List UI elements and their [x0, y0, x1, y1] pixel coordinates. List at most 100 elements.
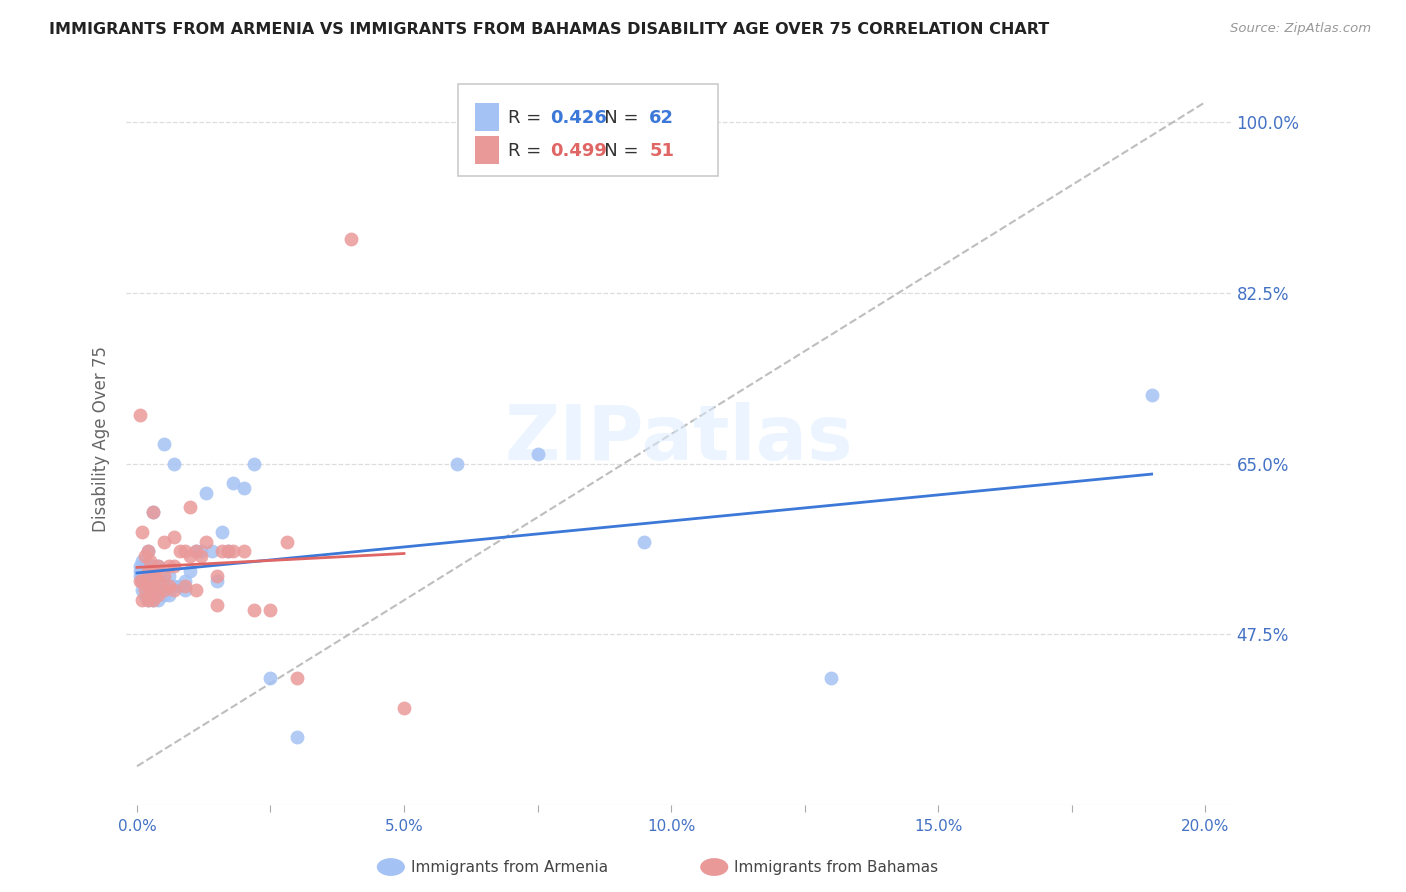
Point [157, 588, 180, 602]
Point [1140, 388, 1163, 402]
Point [142, 559, 165, 574]
Point [163, 457, 186, 471]
Point [526, 447, 548, 461]
Point [142, 574, 165, 588]
Point [136, 544, 159, 558]
Point [820, 671, 842, 685]
Point [157, 579, 180, 593]
Point [131, 569, 153, 583]
Point [211, 524, 233, 539]
Point [136, 564, 159, 578]
Point [136, 579, 159, 593]
Text: R =: R = [508, 110, 547, 128]
Point [131, 593, 153, 607]
Point [184, 583, 207, 598]
Point [142, 588, 165, 602]
Point [339, 232, 361, 246]
Point [259, 603, 281, 617]
Point [205, 598, 228, 612]
Point [152, 569, 174, 583]
Text: 62: 62 [650, 110, 675, 128]
Point [148, 559, 170, 574]
Point [174, 544, 197, 558]
Point [169, 579, 191, 593]
FancyBboxPatch shape [474, 136, 499, 164]
Point [134, 559, 156, 574]
Point [157, 559, 180, 574]
Point [205, 574, 228, 588]
Point [148, 583, 170, 598]
Text: N =: N = [588, 143, 644, 161]
Point [163, 530, 186, 544]
FancyBboxPatch shape [458, 84, 717, 176]
Text: IMMIGRANTS FROM ARMENIA VS IMMIGRANTS FROM BAHAMAS DISABILITY AGE OVER 75 CORREL: IMMIGRANTS FROM ARMENIA VS IMMIGRANTS FR… [49, 22, 1049, 37]
Point [633, 534, 655, 549]
Point [195, 534, 218, 549]
Point [285, 730, 308, 744]
Point [134, 583, 156, 598]
Point [148, 574, 170, 588]
Point [184, 544, 207, 558]
Point [211, 544, 233, 558]
Point [145, 588, 167, 602]
Point [190, 544, 212, 558]
Point [136, 564, 159, 578]
Point [232, 544, 254, 558]
Point [169, 544, 191, 558]
Point [152, 583, 174, 598]
Point [179, 549, 201, 564]
Point [232, 481, 254, 495]
Point [139, 559, 162, 574]
Point [131, 554, 153, 568]
Text: ZIPatlas: ZIPatlas [505, 402, 853, 476]
Point [131, 574, 153, 588]
Point [134, 579, 156, 593]
Text: 0.499: 0.499 [550, 143, 606, 161]
Point [148, 574, 170, 588]
Point [131, 564, 153, 578]
Point [134, 569, 156, 583]
Point [128, 564, 150, 578]
Point [136, 593, 159, 607]
FancyBboxPatch shape [474, 103, 499, 131]
Point [217, 544, 239, 558]
Point [145, 574, 167, 588]
Point [134, 549, 156, 564]
Point [148, 559, 170, 574]
Point [148, 588, 170, 602]
Text: Immigrants from Bahamas: Immigrants from Bahamas [734, 860, 938, 874]
Point [259, 671, 281, 685]
Point [174, 583, 197, 598]
Point [446, 457, 468, 471]
Point [139, 554, 162, 568]
Point [190, 549, 212, 564]
Point [201, 544, 224, 558]
Point [148, 593, 170, 607]
Point [276, 534, 298, 549]
Point [142, 505, 165, 519]
Point [142, 593, 165, 607]
Point [131, 574, 153, 588]
Point [217, 544, 239, 558]
Point [142, 505, 165, 519]
Point [136, 588, 159, 602]
Point [152, 437, 174, 451]
Point [128, 559, 150, 574]
Point [139, 588, 162, 602]
Point [142, 579, 165, 593]
Point [243, 603, 266, 617]
Point [174, 574, 197, 588]
Point [142, 583, 165, 598]
Point [222, 544, 245, 558]
Point [139, 583, 162, 598]
Point [163, 579, 186, 593]
Point [184, 544, 207, 558]
Point [157, 569, 180, 583]
Point [152, 588, 174, 602]
Point [163, 583, 186, 598]
Point [195, 486, 218, 500]
Point [128, 408, 150, 422]
Point [128, 569, 150, 583]
Point [179, 500, 201, 515]
Point [152, 534, 174, 549]
